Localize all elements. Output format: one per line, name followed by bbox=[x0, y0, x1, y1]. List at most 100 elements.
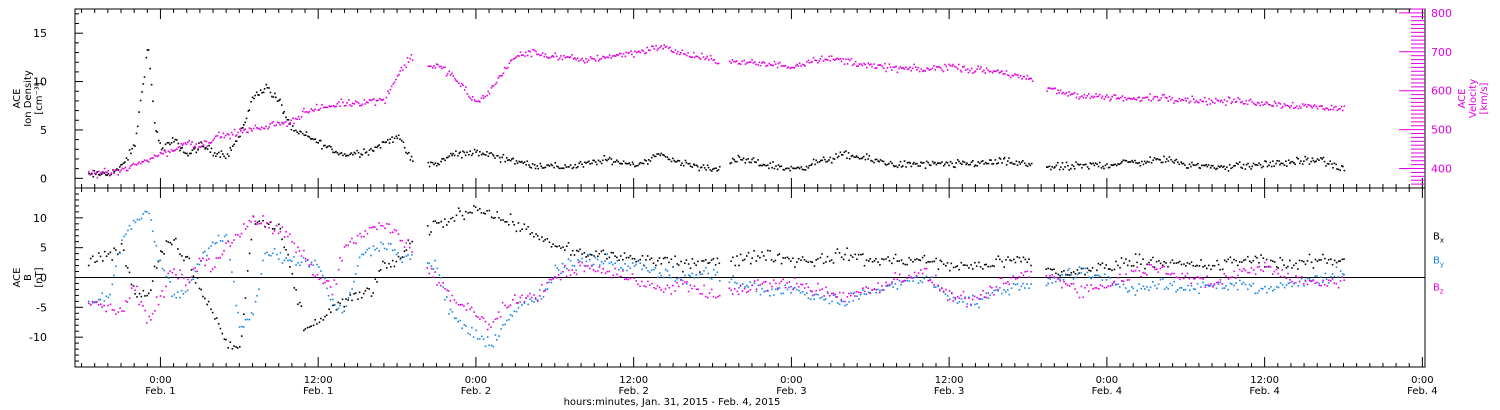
data-point bbox=[246, 131, 248, 133]
data-point bbox=[650, 269, 653, 271]
data-point bbox=[1227, 96, 1230, 99]
data-point bbox=[176, 148, 178, 150]
data-point bbox=[742, 157, 745, 159]
data-point bbox=[916, 162, 918, 165]
data-point bbox=[641, 162, 643, 164]
data-point bbox=[515, 230, 518, 233]
data-point bbox=[465, 86, 467, 88]
data-point bbox=[782, 65, 784, 67]
data-point bbox=[995, 289, 997, 291]
data-point bbox=[496, 339, 498, 341]
data-point bbox=[1330, 275, 1332, 278]
data-point bbox=[828, 55, 831, 58]
data-point bbox=[806, 292, 808, 294]
data-point bbox=[1326, 107, 1329, 110]
data-point bbox=[1121, 160, 1123, 163]
data-point bbox=[602, 55, 604, 58]
data-point bbox=[159, 151, 162, 154]
data-point bbox=[551, 55, 554, 57]
data-point bbox=[1184, 288, 1187, 291]
data-point bbox=[920, 269, 922, 271]
data-point bbox=[622, 53, 625, 55]
data-point bbox=[999, 71, 1002, 73]
data-point bbox=[437, 63, 439, 66]
data-point bbox=[347, 244, 349, 247]
data-point bbox=[643, 159, 646, 161]
data-point bbox=[89, 257, 92, 260]
data-point bbox=[509, 159, 512, 162]
data-point bbox=[175, 274, 177, 276]
data-point bbox=[868, 154, 871, 157]
data-point bbox=[1009, 259, 1011, 261]
data-point bbox=[815, 159, 817, 162]
data-point bbox=[561, 167, 564, 169]
data-point bbox=[693, 56, 696, 59]
data-point bbox=[564, 264, 566, 267]
data-point bbox=[1217, 99, 1220, 102]
data-point bbox=[529, 292, 531, 295]
data-point bbox=[1095, 287, 1098, 289]
data-point bbox=[885, 164, 887, 166]
data-point bbox=[856, 290, 858, 293]
data-point bbox=[430, 267, 433, 270]
data-point bbox=[929, 261, 931, 263]
data-point bbox=[113, 171, 115, 173]
data-point bbox=[380, 224, 382, 227]
data-point bbox=[272, 96, 275, 98]
data-point bbox=[461, 327, 463, 330]
data-point bbox=[1268, 103, 1270, 106]
data-point bbox=[367, 101, 369, 104]
data-point bbox=[1282, 162, 1284, 165]
data-point bbox=[160, 250, 162, 252]
data-point bbox=[603, 155, 606, 157]
data-point bbox=[252, 127, 255, 130]
data-point bbox=[146, 211, 148, 213]
data-point bbox=[353, 103, 356, 105]
data-point bbox=[796, 282, 798, 285]
data-point bbox=[1085, 97, 1087, 99]
data-point bbox=[965, 163, 967, 166]
data-point bbox=[157, 154, 160, 157]
data-point bbox=[132, 144, 135, 146]
data-point bbox=[1070, 271, 1073, 274]
data-point bbox=[1223, 165, 1225, 168]
data-point bbox=[1295, 262, 1297, 265]
data-point bbox=[237, 131, 240, 134]
data-point bbox=[914, 258, 916, 261]
data-point bbox=[975, 265, 978, 267]
data-point bbox=[537, 53, 540, 56]
data-point bbox=[1333, 106, 1335, 109]
data-point bbox=[675, 160, 678, 163]
data-point bbox=[146, 160, 149, 162]
data-point bbox=[368, 288, 370, 290]
data-point bbox=[1057, 161, 1059, 164]
data-point bbox=[359, 232, 361, 235]
data-point bbox=[666, 284, 669, 287]
data-point bbox=[1308, 278, 1311, 280]
data-point bbox=[1062, 91, 1065, 94]
data-point bbox=[734, 281, 736, 284]
data-point bbox=[873, 161, 875, 164]
data-point bbox=[134, 145, 136, 147]
data-point bbox=[1313, 104, 1316, 106]
data-point bbox=[1342, 165, 1344, 168]
data-point bbox=[1249, 260, 1251, 263]
data-point bbox=[486, 336, 489, 338]
data-point bbox=[98, 252, 100, 254]
data-point bbox=[848, 259, 850, 262]
data-point bbox=[817, 62, 819, 64]
data-point bbox=[408, 246, 411, 249]
data-point bbox=[995, 258, 997, 261]
data-point bbox=[1006, 74, 1009, 76]
data-point bbox=[1130, 269, 1133, 272]
data-point bbox=[982, 268, 984, 270]
data-point bbox=[1216, 167, 1219, 170]
data-point bbox=[182, 151, 185, 154]
data-point bbox=[101, 292, 103, 295]
data-point bbox=[256, 223, 258, 226]
data-point bbox=[1301, 103, 1304, 105]
data-point bbox=[994, 159, 997, 161]
data-point bbox=[933, 64, 935, 67]
data-point bbox=[326, 287, 328, 290]
data-point bbox=[786, 282, 788, 284]
